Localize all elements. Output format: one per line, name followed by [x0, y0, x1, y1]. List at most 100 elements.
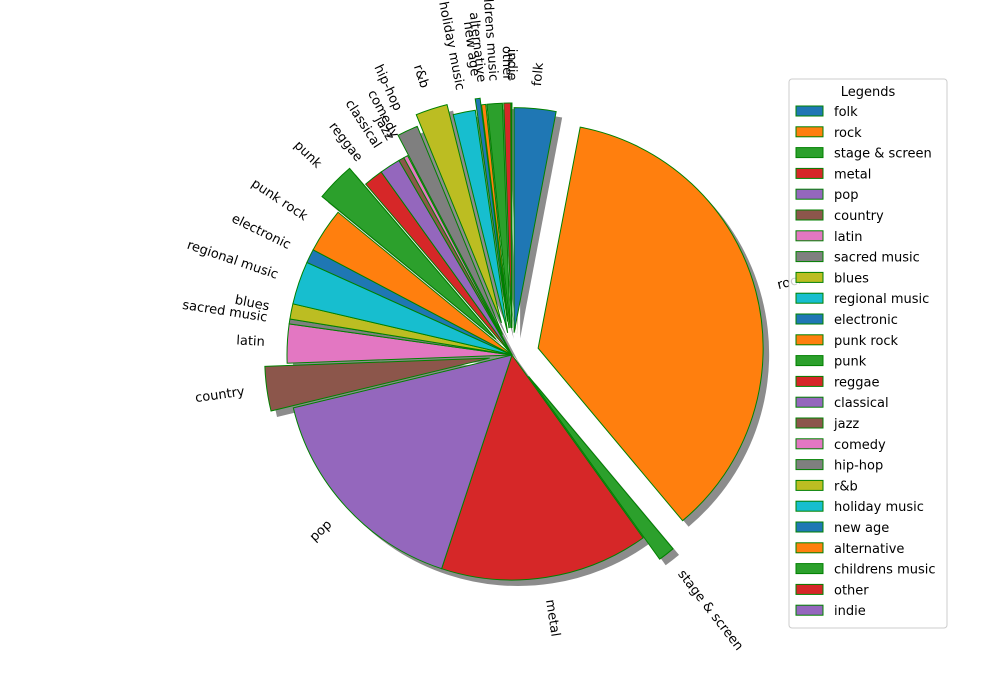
legend-swatch-alternative [795, 542, 824, 554]
slice-pop [292, 354, 513, 570]
legend-label-punk: punk [834, 355, 867, 370]
legend-item-holiday-music: holiday music [795, 500, 924, 515]
legend-swatch-classical [795, 396, 824, 408]
slice-stage-screen [528, 376, 674, 560]
slice-label-punk: punk [291, 138, 325, 172]
legend-item-country: country [795, 209, 884, 224]
legend-swatch-jazz [795, 417, 824, 429]
legend-swatch-latin [795, 230, 824, 242]
legend-swatch-electronic [795, 313, 824, 325]
slice-label-folk: folk [530, 61, 547, 86]
slice-label-indie: indie [504, 49, 519, 81]
legend-swatch-punk-rock [795, 334, 824, 346]
legend-label-stage-screen: stage & screen [834, 147, 932, 162]
legend-item-indie: indie [795, 604, 866, 619]
legend-item-metal: metal [795, 167, 871, 182]
legend-swatch-r-b [795, 479, 824, 491]
legend-label-pop: pop [834, 188, 858, 203]
slice-r-b [415, 104, 502, 324]
legend-swatch-stage-screen [795, 147, 824, 159]
slice-metal [440, 353, 644, 581]
legend-item-latin: latin [795, 230, 863, 245]
legend-item-blues: blues [795, 271, 869, 286]
legend-item-pop: pop [795, 188, 858, 203]
legend-swatch-country [795, 209, 824, 221]
legend-swatch-blues [795, 271, 824, 283]
legend-label-metal: metal [834, 167, 871, 182]
slice-childrens-music [486, 102, 511, 329]
legend-item-alternative: alternative [795, 542, 904, 557]
legend-swatch-comedy [795, 438, 824, 450]
legend-swatch-rock [795, 126, 824, 138]
legend-label-sacred-music: sacred music [834, 251, 920, 266]
slice-new-age [474, 97, 509, 322]
legend-item-other: other [795, 583, 869, 598]
legend-label-indie: indie [834, 604, 866, 619]
legend-item-punk: punk [795, 355, 867, 370]
legend-swatch-hip-hop [795, 459, 824, 471]
legend-swatch-regional-music [795, 292, 824, 304]
slice-hip-hop [397, 125, 503, 335]
legend-item-punk-rock: punk rock [795, 334, 899, 349]
legend-label-r-b: r&b [834, 479, 858, 494]
slice-holiday-music [452, 109, 509, 334]
slice-label-punk-rock: punk rock [248, 176, 310, 224]
legend-item-stage-screen: stage & screen [795, 147, 932, 162]
slice-punk [321, 167, 497, 340]
legend-item-folk: folk [795, 105, 858, 120]
slice-country [264, 357, 490, 412]
legend-item-classical: classical [795, 396, 889, 411]
slice-label-country: country [194, 384, 246, 406]
legend-swatch-other [795, 583, 824, 595]
legend-swatch-indie [795, 604, 824, 616]
legend-label-folk: folk [834, 105, 858, 120]
legend-item-reggae: reggae [795, 375, 880, 390]
legend-title: Legends [841, 85, 896, 100]
legend-label-latin: latin [834, 230, 863, 245]
legend-label-electronic: electronic [834, 313, 898, 328]
slice-label-metal: metal [542, 599, 562, 638]
legend-item-hip-hop: hip-hop [795, 459, 883, 474]
legend-label-punk-rock: punk rock [834, 334, 899, 349]
legend-swatch-sacred-music [795, 251, 824, 263]
legend-label-new-age: new age [834, 521, 889, 536]
legend-item-rock: rock [795, 126, 862, 141]
slice-label-holiday-music: holiday music [435, 0, 467, 91]
legend-label-other: other [834, 583, 869, 598]
legend: Legends folk rock stage & screen metal pop co… [788, 78, 948, 629]
slice-label-blues: blues [234, 293, 271, 315]
legend-item-r-b: r&b [795, 479, 858, 494]
legend-swatch-metal [795, 167, 824, 179]
legend-label-regional-music: regional music [834, 292, 929, 307]
legend-item-childrens-music: childrens music [795, 563, 936, 578]
slice-label-stage-screen: stage & screen [674, 567, 746, 653]
legend-swatch-childrens-music [795, 563, 824, 575]
legend-label-country: country [834, 209, 884, 224]
slice-label-regional-music: regional music [185, 238, 280, 283]
legend-label-childrens-music: childrens music [834, 563, 936, 578]
legend-label-reggae: reggae [834, 375, 880, 390]
slice-label-new-age: new age [460, 21, 482, 78]
slice-folk [513, 107, 557, 333]
legend-swatch-new-age [795, 521, 824, 533]
legend-label-classical: classical [834, 396, 889, 411]
pie-wedges [264, 97, 764, 581]
legend-item-regional-music: regional music [795, 292, 929, 307]
slice-alternative [480, 103, 510, 329]
legend-label-jazz: jazz [833, 417, 859, 432]
legend-item-new-age: new age [795, 521, 889, 536]
legend-swatch-holiday-music [795, 500, 824, 512]
slice-label-pop: pop [307, 517, 335, 545]
legend-swatch-punk [795, 355, 824, 367]
slice-label-other: other [499, 46, 515, 82]
slice-label-r-b: r&b [410, 63, 432, 90]
legend-label-alternative: alternative [834, 542, 904, 557]
slice-indie [510, 102, 513, 329]
slice-label-latin: latin [236, 333, 265, 349]
legend-swatch-folk [795, 105, 824, 117]
legend-item-sacred-music: sacred music [795, 251, 920, 266]
legend-swatch-reggae [795, 375, 824, 387]
legend-label-hip-hop: hip-hop [834, 459, 883, 474]
slice-comedy [403, 155, 513, 356]
